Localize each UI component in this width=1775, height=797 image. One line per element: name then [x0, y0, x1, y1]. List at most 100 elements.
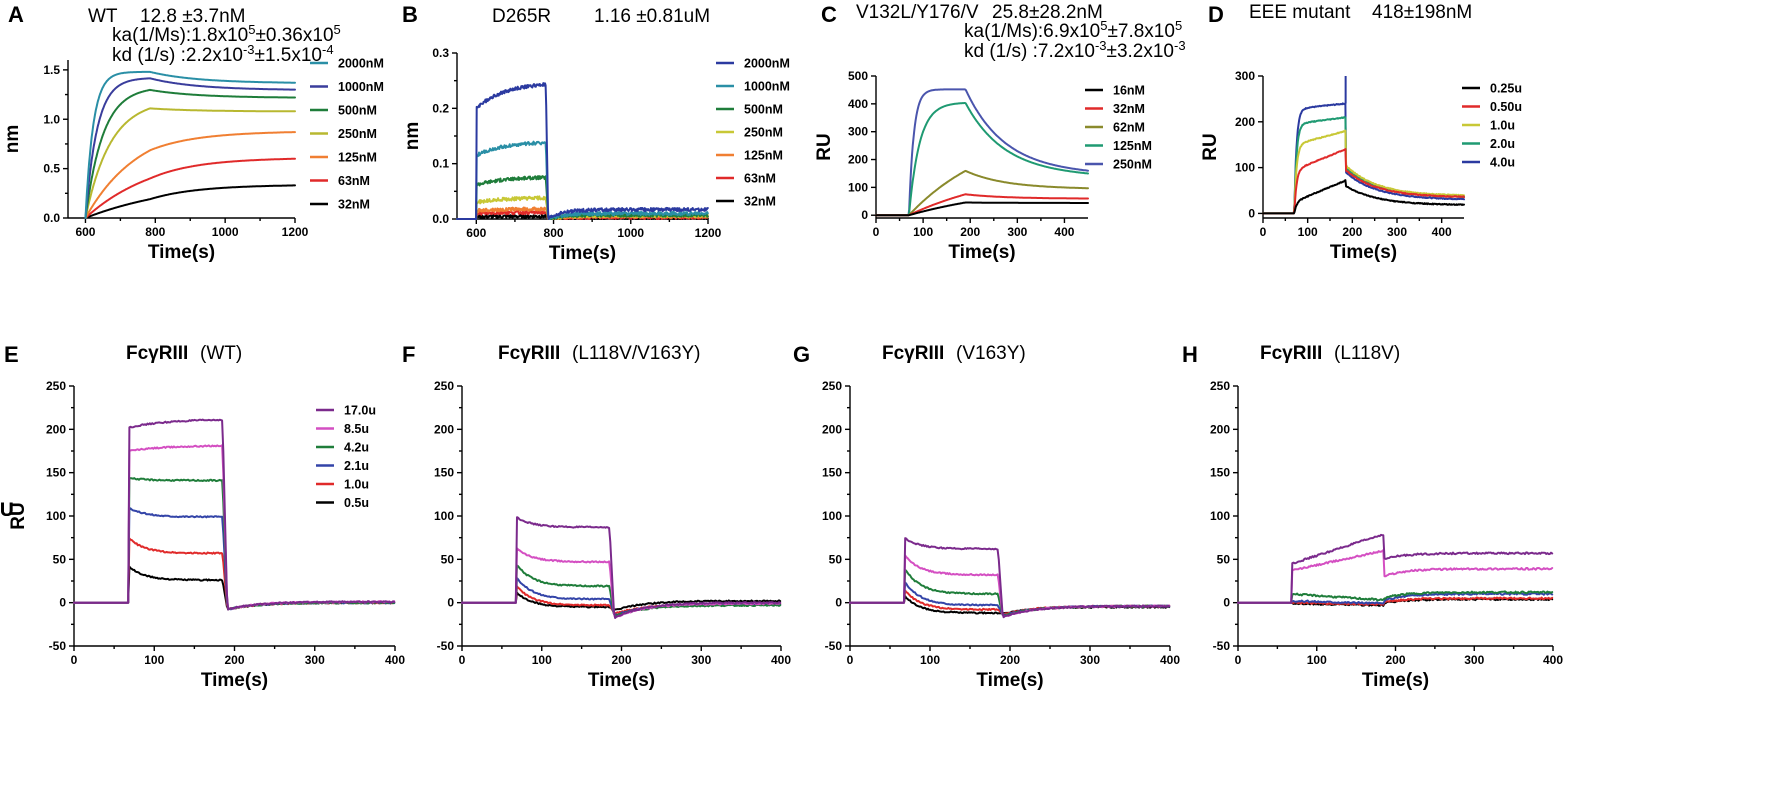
panel-label-f: F	[402, 342, 415, 367]
series-line-8_5u	[461, 547, 782, 619]
panel-title-g: FcγRIII	[882, 343, 944, 364]
series-line-62nM	[875, 169, 1089, 217]
panel-label-h: H	[1182, 342, 1198, 367]
x-tick-label: 100	[913, 225, 933, 239]
y-tick-label: 100	[1235, 161, 1255, 175]
x-tick-label: 1000	[212, 225, 239, 239]
y-tick-label: 0	[447, 596, 454, 610]
x-tick-label: 600	[75, 225, 95, 239]
x-tick-label: 400	[385, 653, 405, 667]
y-tick-label: 200	[822, 422, 842, 436]
series-line-0_50u	[1262, 148, 1465, 215]
panel-g: G FcγRIII (V163Y) 0 100 200 300 400 -50 0 50 100 150…	[0, 342, 1180, 691]
series-line-17_0u	[461, 516, 782, 619]
panel-label-g: G	[793, 342, 810, 367]
kinetics-annotation: kd (1/s) :2.2x10-3±1.5x10-4	[112, 42, 334, 66]
series-line-4_2u	[849, 568, 1171, 618]
y-tick-label: 400	[848, 97, 868, 111]
x-tick-label: 200	[960, 225, 980, 239]
legend-label: 2000nM	[744, 57, 790, 71]
x-axis-label: Time(s)	[549, 243, 616, 264]
y-tick-label: 200	[434, 422, 454, 436]
legend-label: 1.0u	[1490, 119, 1515, 133]
series-line-32nM	[875, 193, 1089, 217]
legend-label: 250nM	[1113, 158, 1152, 172]
x-tick-label: 0	[71, 653, 78, 667]
x-tick-label: 0	[1260, 225, 1267, 239]
x-tick-label: 200	[224, 653, 244, 667]
legend-label: 2.0u	[1490, 137, 1515, 151]
panel-label-e: E	[4, 342, 19, 367]
y-tick-label: 250	[46, 379, 66, 393]
y-tick-label: 250	[1210, 379, 1230, 393]
legend-label: 4.0u	[1490, 156, 1515, 170]
y-axis-label: nm	[402, 122, 423, 151]
x-tick-label: 100	[532, 653, 552, 667]
panel-subtitle-f: (L118V/V163Y)	[572, 343, 701, 364]
x-tick-label: 400	[1160, 653, 1180, 667]
panel-subtitle-b: 1.16 ±0.81uM	[594, 6, 710, 27]
x-axis-label: Time(s)	[976, 670, 1043, 691]
legend-label: 0.25u	[1490, 82, 1522, 96]
legend-label: 63nM	[744, 172, 776, 186]
series-line-16nM	[875, 201, 1089, 217]
y-tick-label: 100	[822, 509, 842, 523]
y-tick-label: 0.5	[43, 162, 60, 176]
x-tick-label: 300	[1007, 225, 1027, 239]
x-tick-label: 200	[1000, 653, 1020, 667]
y-tick-label: 0.2	[432, 101, 449, 115]
x-axis-label: Time(s)	[948, 242, 1015, 263]
series-line-1000nM	[84, 77, 296, 219]
x-tick-label: 200	[1385, 653, 1405, 667]
x-axis-label: Time(s)	[1330, 242, 1397, 263]
panel-subtitle-a: 12.8 ±3.7nM	[140, 6, 246, 27]
x-tick-label: 300	[1080, 653, 1100, 667]
series-line-2000nM	[456, 82, 709, 220]
kinetics-annotation: ka(1/Ms):6.9x105±7.8x105	[964, 18, 1182, 42]
panel-label-d: D	[1208, 2, 1224, 27]
y-tick-label: 150	[46, 466, 66, 480]
panel-label-c: C	[821, 2, 837, 27]
series-line-125nM	[84, 131, 296, 219]
panel-title-f: FcγRIII	[498, 343, 560, 364]
x-tick-label: 400	[1543, 653, 1563, 667]
x-tick-label: 800	[544, 226, 564, 240]
series-line-500nM	[84, 88, 296, 219]
panel-title-e: FcγRIII	[126, 343, 188, 364]
legend-label: 4.2u	[344, 441, 369, 455]
x-tick-label: 800	[145, 225, 165, 239]
x-tick-label: 400	[1054, 225, 1074, 239]
y-tick-label: 0	[1223, 596, 1230, 610]
x-tick-label: 1200	[282, 225, 309, 239]
panel-title-d: EEE mutant	[1249, 2, 1351, 23]
y-tick-label: 50	[1217, 552, 1231, 566]
y-tick-label: 50	[829, 552, 843, 566]
legend-label: 125nM	[338, 151, 377, 165]
x-tick-label: 200	[1342, 225, 1362, 239]
series-line-0_25u	[1262, 179, 1465, 215]
panel-h: H FcγRIII (L118V) 0 100 200 300 400 -50 0 50 100 15…	[0, 342, 1563, 691]
y-axis-label: RU	[1200, 133, 1221, 160]
y-tick-label: 0.1	[432, 157, 449, 171]
y-tick-label: 300	[1235, 69, 1255, 83]
y-tick-label: 0.3	[432, 46, 449, 60]
y-tick-label: 150	[434, 466, 454, 480]
y-tick-label: -50	[437, 639, 455, 653]
x-axis-label: Time(s)	[201, 670, 268, 691]
panel-d: D EEE mutant 418±198nM 0 100 200 300 400 0 100 200…	[1200, 2, 1522, 263]
panel-subtitle-d: 418±198nM	[1372, 2, 1472, 23]
series-line-1_0u	[73, 537, 396, 611]
y-tick-label: 100	[434, 509, 454, 523]
y-tick-label: 0	[861, 208, 868, 222]
y-axis-label: nm	[2, 125, 23, 154]
y-tick-label: 0	[835, 596, 842, 610]
legend-label: 500nM	[338, 104, 377, 118]
y-tick-label: 100	[1210, 509, 1230, 523]
legend-label: 8.5u	[344, 422, 369, 436]
panel-a: A WT 12.8 ±3.7nMka(1/Ms):1.8x105±0.36x105k…	[2, 2, 384, 263]
legend-label: 1.0u	[344, 478, 369, 492]
x-tick-label: 0	[847, 653, 854, 667]
legend-label: 0.50u	[1490, 100, 1522, 114]
y-tick-label: 0	[59, 596, 66, 610]
